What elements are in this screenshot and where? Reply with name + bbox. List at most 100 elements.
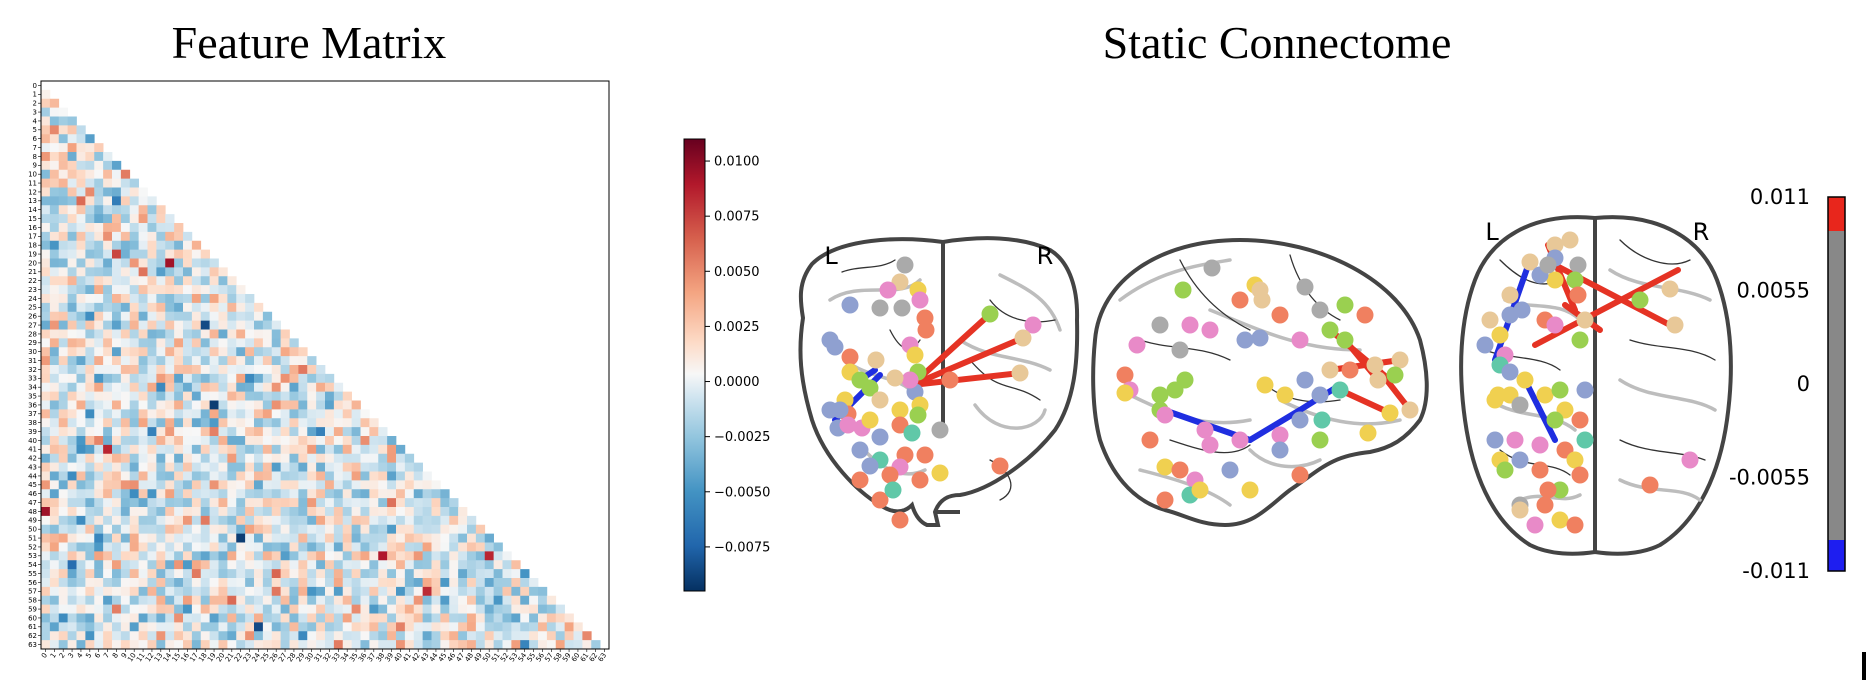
heatmap-cell — [94, 294, 104, 304]
heatmap-cell — [236, 436, 246, 446]
heatmap-cell — [475, 578, 486, 588]
heatmap-cell — [227, 329, 237, 339]
heatmap-cell — [582, 640, 592, 650]
heatmap-cell — [94, 365, 104, 375]
heatmap-cell — [307, 391, 317, 401]
heatmap-cell — [431, 595, 441, 605]
y-tick-label: 24 — [28, 295, 37, 303]
heatmap-cell — [538, 640, 548, 650]
heatmap-cell — [475, 631, 486, 641]
brain-node — [826, 338, 844, 356]
heatmap-cell — [58, 134, 68, 144]
heatmap-cell — [41, 595, 51, 605]
heatmap-cell — [271, 542, 281, 552]
heatmap-cell — [404, 631, 415, 641]
brain-node — [851, 441, 869, 459]
sagittal-view — [1091, 237, 1429, 528]
heatmap-cell — [41, 640, 51, 650]
heatmap-cell — [254, 560, 264, 570]
brain-node — [1516, 371, 1534, 389]
heatmap-cell — [103, 586, 113, 597]
heatmap-cell — [94, 436, 104, 446]
heatmap-cell — [191, 453, 202, 463]
heatmap-cell — [76, 302, 86, 313]
x-tick-label: 16 — [179, 651, 191, 663]
heatmap-cell — [67, 595, 77, 605]
heatmap-cell — [67, 515, 77, 526]
brain-node — [1253, 291, 1271, 309]
heatmap-cell — [165, 462, 175, 472]
heatmap-cell — [138, 462, 148, 472]
heatmap-cell — [333, 507, 344, 517]
x-tick-label: 46 — [446, 651, 458, 663]
heatmap-cell — [147, 409, 157, 419]
heatmap-cell — [555, 631, 565, 641]
heatmap-cell — [58, 515, 68, 526]
heatmap-cell — [218, 613, 228, 623]
heatmap-cell — [156, 302, 166, 313]
heatmap-cell — [271, 489, 281, 499]
heatmap-cell — [404, 524, 415, 534]
heatmap-cell — [325, 551, 335, 561]
heatmap-cell — [183, 471, 193, 481]
heatmap-cell — [191, 365, 202, 375]
heatmap-cell — [254, 365, 264, 375]
heatmap-cell — [289, 409, 299, 419]
heatmap-cell — [209, 560, 219, 570]
heatmap-cell — [502, 622, 512, 632]
heatmap-cell — [41, 160, 51, 171]
heatmap-cell — [209, 391, 219, 401]
heatmap-cell — [591, 640, 601, 650]
brain-node — [1501, 363, 1519, 381]
heatmap-cell — [200, 640, 210, 650]
heatmap-cell — [369, 569, 379, 579]
heatmap-cell — [360, 498, 370, 508]
heatmap-cell — [484, 595, 494, 605]
heatmap-cell — [316, 586, 326, 597]
heatmap-cell — [49, 231, 60, 242]
heatmap-cell — [174, 267, 184, 277]
heatmap-cell — [271, 595, 281, 605]
heatmap-cell — [183, 240, 193, 250]
heatmap-cell — [76, 143, 86, 153]
heatmap-cell — [147, 320, 157, 330]
heatmap-cell — [174, 276, 184, 286]
brain-node — [1236, 331, 1254, 349]
heatmap-cell — [449, 595, 459, 605]
heatmap-cell — [298, 622, 308, 632]
brain-node — [1569, 286, 1587, 304]
heatmap-cell — [41, 187, 51, 197]
heatmap-cell — [404, 542, 415, 552]
heatmap-cell — [191, 382, 202, 392]
x-tick-label: 23 — [242, 652, 254, 664]
heatmap-cell — [103, 551, 113, 561]
heatmap-cell — [342, 604, 352, 614]
heatmap-cell — [396, 578, 406, 588]
heatmap-cell — [262, 436, 273, 446]
heatmap-cell — [200, 515, 210, 526]
heatmap-cell — [147, 480, 157, 490]
heatmap-cell — [200, 356, 210, 366]
heatmap-cell — [49, 640, 60, 650]
heatmap-cell — [112, 178, 122, 188]
heatmap-cell — [209, 338, 219, 348]
heatmap-cell — [49, 267, 60, 277]
brain-node — [881, 466, 899, 484]
heatmap-cell — [94, 231, 104, 242]
heatmap-cell — [183, 444, 193, 455]
heatmap-cell — [120, 507, 131, 517]
heatmap-cell — [112, 294, 122, 304]
brain-node — [1531, 461, 1549, 479]
heatmap-cell — [174, 622, 184, 632]
brain-node — [1666, 316, 1684, 334]
heatmap-cell — [76, 409, 86, 419]
heatmap-cell — [174, 258, 184, 268]
heatmap-cell — [183, 249, 193, 259]
heatmap-cell — [378, 604, 388, 614]
heatmap-cell — [156, 640, 166, 650]
coronal-left-label: L — [824, 242, 838, 270]
heatmap-cell — [120, 320, 131, 330]
brain-node — [871, 428, 889, 446]
heatmap-cell — [191, 409, 202, 419]
heatmap-cell — [147, 205, 157, 215]
